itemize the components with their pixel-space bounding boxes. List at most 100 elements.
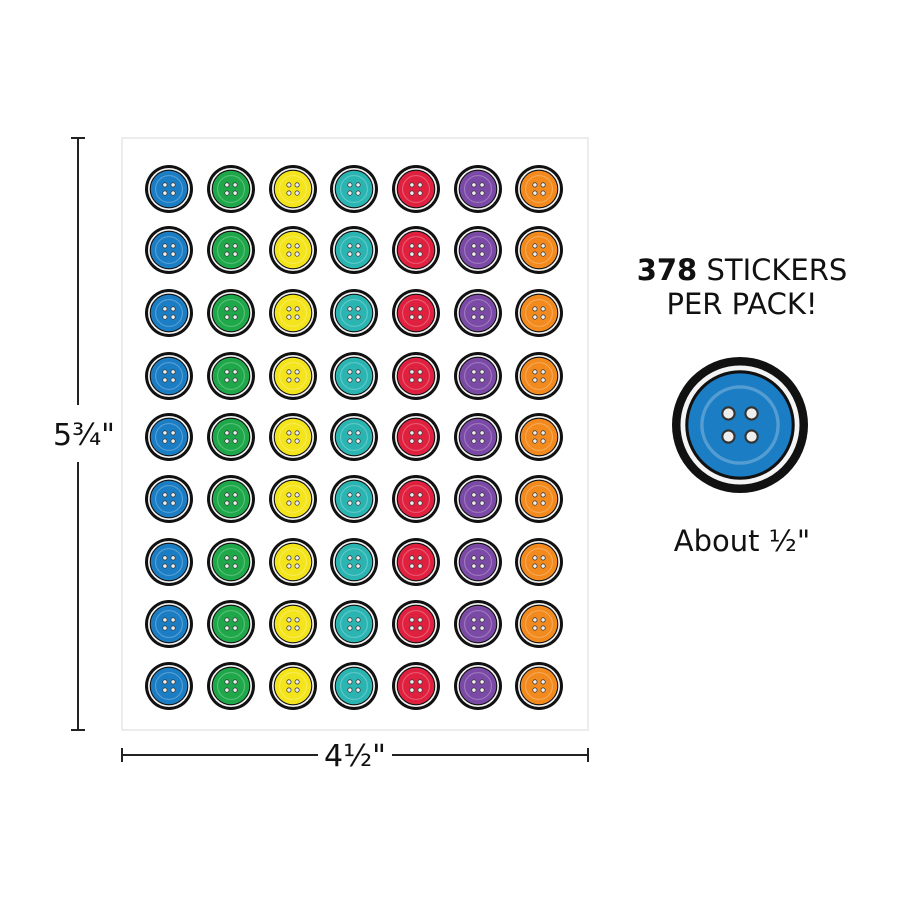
button-hole xyxy=(479,369,485,375)
button-hole xyxy=(232,625,238,631)
button-ring xyxy=(209,541,252,584)
button-hole xyxy=(170,430,176,436)
button-hole xyxy=(540,555,546,561)
width-dimension xyxy=(121,748,589,762)
button-hole xyxy=(355,430,361,436)
button-hole xyxy=(355,377,361,383)
button-inner xyxy=(339,609,369,639)
button-face xyxy=(150,231,188,269)
button-hole xyxy=(355,438,361,444)
button-face xyxy=(150,170,188,208)
button-hole xyxy=(540,679,546,685)
button-ring xyxy=(271,665,314,708)
button-hole xyxy=(471,555,477,561)
button-ring xyxy=(209,354,252,397)
button-face xyxy=(459,480,497,518)
button-ring xyxy=(394,415,437,458)
button-inner xyxy=(401,609,431,639)
sticker-button xyxy=(454,600,502,648)
button-face xyxy=(459,418,497,456)
button-face xyxy=(274,357,312,395)
button-ring xyxy=(332,354,375,397)
button-ring xyxy=(332,228,375,271)
button-hole xyxy=(347,563,353,569)
button-ring xyxy=(271,477,314,520)
button-inner xyxy=(463,422,493,452)
button-face xyxy=(150,418,188,456)
button-hole xyxy=(532,492,538,498)
sticker-button xyxy=(145,289,193,337)
sticker-button xyxy=(207,662,255,710)
button-face xyxy=(459,294,497,332)
button-face xyxy=(520,357,558,395)
button-ring xyxy=(394,541,437,584)
button-hole xyxy=(540,500,546,506)
button-ring xyxy=(394,167,437,210)
button-inner xyxy=(524,298,554,328)
button-hole xyxy=(232,306,238,312)
button-face xyxy=(274,231,312,269)
button-hole xyxy=(170,500,176,506)
button-hole xyxy=(471,430,477,436)
button-hole xyxy=(417,314,423,320)
button-hole xyxy=(224,190,230,196)
sticker-button xyxy=(515,352,563,400)
button-hole xyxy=(170,555,176,561)
button-hole xyxy=(224,555,230,561)
button-inner xyxy=(154,422,184,452)
sticker-button xyxy=(145,413,193,461)
sticker-button xyxy=(330,352,378,400)
button-face xyxy=(212,543,250,581)
button-face xyxy=(397,170,435,208)
button-ring xyxy=(147,228,190,271)
sticker-button xyxy=(392,538,440,586)
button-hole xyxy=(162,617,168,623)
sticker-button xyxy=(207,600,255,648)
button-ring xyxy=(518,228,561,271)
button-hole xyxy=(532,306,538,312)
button-face xyxy=(335,231,373,269)
button-hole xyxy=(294,377,300,383)
button-inner xyxy=(154,484,184,514)
button-hole xyxy=(347,182,353,188)
button-hole xyxy=(355,492,361,498)
sticker-button xyxy=(145,226,193,274)
button-hole xyxy=(294,625,300,631)
button-face xyxy=(520,605,558,643)
button-hole xyxy=(417,190,423,196)
button-hole xyxy=(286,555,292,561)
sticker-button xyxy=(330,475,378,523)
button-ring xyxy=(147,541,190,584)
button-hole xyxy=(286,500,292,506)
button-hole xyxy=(232,377,238,383)
button-hole xyxy=(170,251,176,257)
button-hole xyxy=(540,687,546,693)
button-face xyxy=(335,543,373,581)
button-hole xyxy=(409,251,415,257)
button-inner xyxy=(154,361,184,391)
button-ring xyxy=(456,477,499,520)
button-hole xyxy=(224,617,230,623)
button-face xyxy=(335,357,373,395)
button-hole xyxy=(224,369,230,375)
button-face xyxy=(520,294,558,332)
button-hole xyxy=(347,190,353,196)
button-hole xyxy=(409,430,415,436)
button-inner xyxy=(278,547,308,577)
button-ring xyxy=(147,415,190,458)
sticker-button xyxy=(269,165,317,213)
button-face xyxy=(520,231,558,269)
button-hole xyxy=(170,190,176,196)
button-hole xyxy=(294,306,300,312)
button-hole xyxy=(417,500,423,506)
sticker-button xyxy=(269,352,317,400)
sticker-button xyxy=(145,538,193,586)
button-hole xyxy=(347,679,353,685)
button-ring xyxy=(394,291,437,334)
button-face xyxy=(335,294,373,332)
button-hole xyxy=(471,377,477,383)
button-inner xyxy=(216,484,246,514)
button-face xyxy=(459,231,497,269)
button-hole xyxy=(294,492,300,498)
sticker-button xyxy=(454,165,502,213)
